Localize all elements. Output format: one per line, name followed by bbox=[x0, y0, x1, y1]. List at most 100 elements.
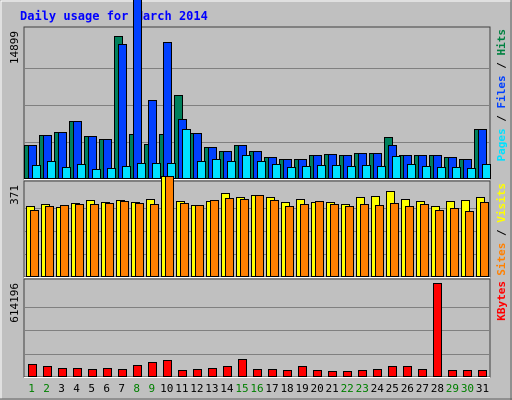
bar-pages-day-3 bbox=[62, 167, 71, 179]
bar-kbytes-day-5 bbox=[88, 369, 97, 377]
bar-pages-day-5 bbox=[92, 169, 101, 179]
bar-kbytes-day-19 bbox=[298, 366, 307, 377]
bar-sites-day-14 bbox=[225, 198, 234, 277]
x-tick-label: 18 bbox=[280, 382, 293, 395]
bar-files-day-10 bbox=[163, 42, 172, 179]
bar-sites-day-5 bbox=[90, 204, 99, 277]
bar-kbytes-day-22 bbox=[343, 371, 352, 377]
legend-part: Sites bbox=[495, 243, 508, 276]
legend-part: Files bbox=[495, 75, 508, 108]
bar-kbytes-day-4 bbox=[73, 368, 82, 377]
panel-visits-sites: 371 Sites / Visits bbox=[8, 176, 508, 278]
bar-pages-day-18 bbox=[287, 167, 296, 179]
x-tick-label: 5 bbox=[88, 382, 95, 395]
bar-kbytes-day-18 bbox=[283, 370, 292, 377]
bar-sites-day-9 bbox=[150, 204, 159, 277]
x-tick-label: 22 bbox=[341, 382, 354, 395]
bar-kbytes-day-1 bbox=[28, 364, 37, 377]
x-tick-label: 11 bbox=[175, 382, 188, 395]
bar-sites-day-25 bbox=[390, 203, 399, 277]
bar-pages-day-26 bbox=[407, 164, 416, 179]
bar-kbytes-day-3 bbox=[58, 368, 67, 377]
x-tick-label: 2 bbox=[43, 382, 50, 395]
bar-pages-day-9 bbox=[152, 163, 161, 179]
bar-pages-day-27 bbox=[422, 166, 431, 179]
bar-kbytes-day-7 bbox=[118, 369, 127, 377]
bar-sites-day-30 bbox=[465, 211, 474, 277]
bar-sites-day-16 bbox=[255, 195, 264, 277]
x-tick-label: 10 bbox=[160, 382, 173, 395]
bar-kbytes-day-2 bbox=[43, 366, 52, 377]
x-tick-label: 8 bbox=[133, 382, 140, 395]
bar-kbytes-day-21 bbox=[328, 371, 337, 377]
bar-kbytes-day-26 bbox=[403, 366, 412, 377]
x-tick-label: 9 bbox=[148, 382, 155, 395]
bar-sites-day-11 bbox=[180, 203, 189, 277]
bar-pages-day-7 bbox=[122, 166, 131, 179]
panel-hits-files-pages: 14899 Pages / Files / Hits bbox=[8, 0, 508, 180]
bar-pages-day-25 bbox=[392, 156, 401, 179]
legend-part: / bbox=[495, 109, 508, 129]
bar-kbytes-day-14 bbox=[223, 366, 232, 377]
x-tick-label: 3 bbox=[58, 382, 65, 395]
bar-files-day-7 bbox=[118, 44, 127, 179]
bar-kbytes-day-29 bbox=[448, 370, 457, 377]
x-tick-label: 28 bbox=[431, 382, 444, 395]
legend-part: Visits bbox=[495, 183, 508, 223]
bar-pages-day-2 bbox=[47, 161, 56, 179]
bar-sites-day-12 bbox=[195, 205, 204, 277]
bar-pages-day-29 bbox=[452, 167, 461, 179]
panel-plot-area bbox=[23, 278, 491, 378]
bar-sites-day-22 bbox=[345, 206, 354, 277]
bar-kbytes-day-25 bbox=[388, 366, 397, 377]
legend-part: KBytes bbox=[495, 281, 508, 321]
legend-part: Hits bbox=[495, 29, 508, 56]
x-tick-label: 24 bbox=[371, 382, 385, 395]
bar-sites-day-2 bbox=[45, 206, 54, 277]
bar-sites-day-3 bbox=[60, 205, 69, 277]
legend-part: / bbox=[495, 56, 508, 76]
x-tick-label: 25 bbox=[386, 382, 399, 395]
x-tick-label: 21 bbox=[326, 382, 339, 395]
bar-kbytes-day-24 bbox=[373, 369, 382, 377]
bar-sites-day-8 bbox=[135, 203, 144, 277]
bar-sites-day-20 bbox=[315, 201, 324, 277]
bar-sites-day-19 bbox=[300, 204, 309, 277]
legend-part: / bbox=[495, 223, 508, 243]
bar-kbytes-day-16 bbox=[253, 369, 262, 377]
bar-pages-day-1 bbox=[32, 165, 41, 179]
x-tick-label: 29 bbox=[446, 382, 459, 395]
x-tick-label: 27 bbox=[416, 382, 429, 395]
x-tick-label: 26 bbox=[401, 382, 414, 395]
bar-sites-day-27 bbox=[420, 204, 429, 277]
series-legend-label: KBytes bbox=[495, 281, 508, 321]
bar-kbytes-day-27 bbox=[418, 369, 427, 377]
bar-sites-day-24 bbox=[375, 205, 384, 277]
bar-kbytes-day-8 bbox=[133, 365, 142, 377]
bar-kbytes-day-11 bbox=[178, 370, 187, 377]
bar-kbytes-day-30 bbox=[463, 370, 472, 377]
x-tick-label: 14 bbox=[220, 382, 234, 395]
bar-sites-day-23 bbox=[360, 204, 369, 277]
x-tick-label: 13 bbox=[205, 382, 218, 395]
bar-pages-day-4 bbox=[77, 164, 86, 179]
bar-kbytes-day-23 bbox=[358, 370, 367, 377]
x-tick-label: 6 bbox=[103, 382, 110, 395]
x-tick-label: 19 bbox=[295, 382, 308, 395]
x-tick-label: 7 bbox=[118, 382, 125, 395]
bar-pages-day-15 bbox=[242, 155, 251, 179]
bar-pages-day-30 bbox=[467, 168, 476, 179]
bar-sites-day-17 bbox=[270, 200, 279, 277]
bar-kbytes-day-10 bbox=[163, 360, 172, 377]
bar-pages-day-24 bbox=[377, 166, 386, 179]
bar-pages-day-21 bbox=[332, 165, 341, 179]
bar-kbytes-day-31 bbox=[478, 370, 487, 377]
x-axis-tick-labels: 1 2 3 4 5 6 7 8 9 10 11 12 13 14 15 16 17 18 19 20 21 22 23 24 2… bbox=[28, 382, 489, 395]
x-tick-label: 15 bbox=[235, 382, 248, 395]
x-tick-label: 30 bbox=[461, 382, 474, 395]
bar-pages-day-23 bbox=[362, 165, 371, 179]
bar-kbytes-day-13 bbox=[208, 368, 217, 377]
bar-sites-day-29 bbox=[450, 208, 459, 277]
bar-sites-day-1 bbox=[30, 210, 39, 277]
x-tick-label: 1 bbox=[28, 382, 35, 395]
